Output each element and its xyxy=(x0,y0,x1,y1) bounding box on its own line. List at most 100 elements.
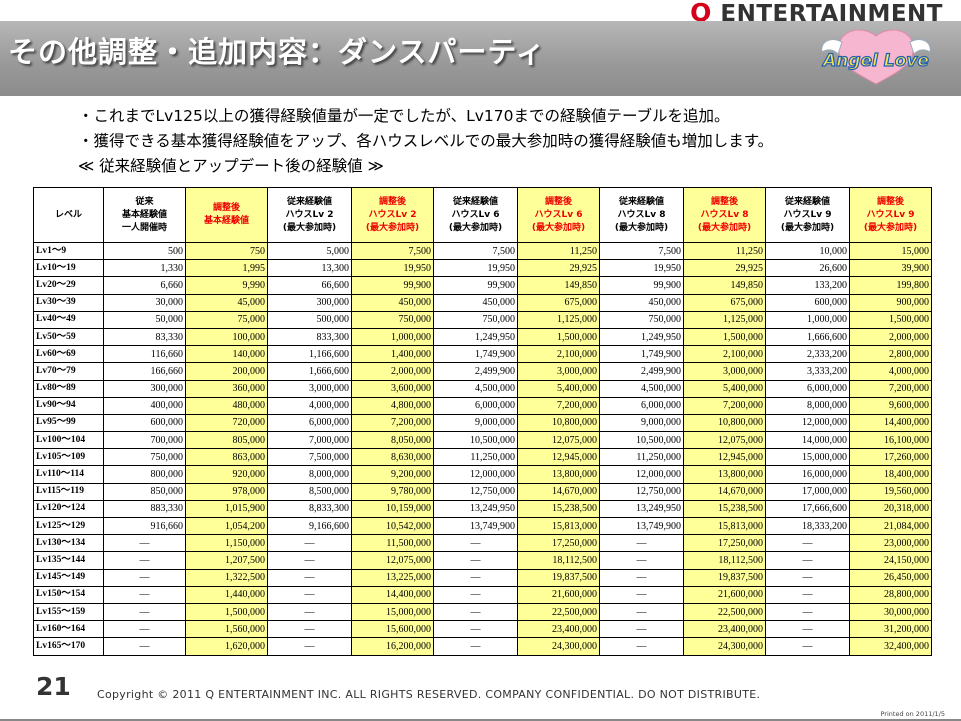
value-cell: 805,000 xyxy=(185,431,268,450)
value-cell: — xyxy=(599,620,684,639)
page-number: 21 xyxy=(36,672,71,701)
column-header: レベル xyxy=(33,187,104,243)
value-cell: — xyxy=(433,620,518,639)
value-cell: 9,000,000 xyxy=(433,413,518,433)
value-cell: 675,000 xyxy=(517,293,600,312)
value-cell: 750,000 xyxy=(433,310,518,329)
value-cell: 7,500,000 xyxy=(267,448,352,467)
value-cell: 1,500,000 xyxy=(849,310,932,329)
value-cell: 4,000,000 xyxy=(267,396,352,415)
value-cell: 6,660 xyxy=(103,276,186,295)
value-cell: 13,800,000 xyxy=(517,465,600,484)
value-cell: 10,800,000 xyxy=(683,413,766,433)
value-cell: 675,000 xyxy=(683,293,766,312)
column-header: 調整後 基本経験値 xyxy=(185,187,268,243)
value-cell: 32,400,000 xyxy=(849,637,932,656)
level-cell: Lv105～109 xyxy=(33,448,104,467)
logo-text: Angel Love xyxy=(821,51,929,71)
value-cell: 11,250 xyxy=(517,241,600,261)
table-row: Lv80～89 300,000 360,000 3,000,000 3,600,000 4… xyxy=(33,379,932,398)
value-cell: 149,850 xyxy=(517,276,600,295)
level-cell: Lv100～104 xyxy=(33,431,104,450)
value-cell: 863,000 xyxy=(185,448,268,467)
value-cell: 1,330 xyxy=(103,259,186,278)
value-cell: 12,075,000 xyxy=(683,431,766,450)
table-row: Lv160～164—1,560,000—15,600,000—23,400,00… xyxy=(33,620,932,639)
value-cell: 1,166,600 xyxy=(267,345,352,364)
printed-date: Printed on 2011/1/5 xyxy=(880,710,946,718)
value-cell: 9,600,000 xyxy=(849,396,932,415)
value-cell: — xyxy=(433,534,518,553)
value-cell: 12,000,000 xyxy=(599,465,684,484)
value-cell: 13,225,000 xyxy=(351,568,434,587)
value-cell: 39,900 xyxy=(849,259,932,278)
column-header: 調整後 ハウスLv 9 (最大参加時) xyxy=(849,187,932,243)
column-header: 従来経験値 ハウスLv 6 (最大参加時) xyxy=(433,187,518,243)
value-cell: 850,000 xyxy=(103,482,186,501)
value-cell: 14,670,000 xyxy=(517,482,600,501)
value-cell: 1,000,000 xyxy=(765,310,850,329)
value-cell: 3,000,000 xyxy=(683,362,766,381)
value-cell: 480,000 xyxy=(185,396,268,415)
value-cell: 1,440,000 xyxy=(185,585,268,604)
value-cell: 750,000 xyxy=(103,448,186,467)
value-cell: 1,054,200 xyxy=(185,516,268,536)
value-cell: 7,200,000 xyxy=(517,396,600,415)
page-title: その他調整・追加内容：ダンスパーティ xyxy=(8,35,546,69)
value-cell: 24,300,000 xyxy=(683,637,766,656)
value-cell: 750,000 xyxy=(351,310,434,329)
table-row: Lv135～144—1,207,500—12,075,000—18,112,50… xyxy=(33,551,932,570)
value-cell: 14,670,000 xyxy=(683,482,766,501)
intro-line: ・これまでLv125以上の獲得経験値量が一定でしたが、Lv170までの経験値テー… xyxy=(78,107,730,125)
level-cell: Lv160～164 xyxy=(33,620,104,639)
value-cell: 800,000 xyxy=(103,465,186,484)
value-cell: 17,250,000 xyxy=(683,534,766,553)
level-cell: Lv30～39 xyxy=(33,293,104,312)
table-row: Lv70～79 166,660 200,000 1,666,600 2,000,000 2… xyxy=(33,362,932,381)
value-cell: 99,900 xyxy=(599,276,684,295)
value-cell: 12,945,000 xyxy=(683,448,766,467)
value-cell: 18,112,500 xyxy=(517,551,600,570)
value-cell: 3,000,000 xyxy=(517,362,600,381)
value-cell: 2,333,200 xyxy=(765,345,850,364)
value-cell: 1,500,000 xyxy=(517,327,600,347)
value-cell: 5,400,000 xyxy=(683,379,766,398)
value-cell: — xyxy=(267,534,352,553)
value-cell: 13,749,900 xyxy=(433,516,518,536)
value-cell: 8,050,000 xyxy=(351,431,434,450)
value-cell: — xyxy=(765,534,850,553)
value-cell: — xyxy=(103,602,186,622)
value-cell: 13,249,950 xyxy=(599,499,684,519)
value-cell: 11,250,000 xyxy=(599,448,684,467)
value-cell: 24,150,000 xyxy=(849,551,932,570)
value-cell: 1,666,600 xyxy=(267,362,352,381)
value-cell: 18,333,200 xyxy=(765,516,850,536)
value-cell: 9,000,000 xyxy=(599,413,684,433)
brand-q: Q xyxy=(690,0,712,27)
table-row: Lv20～29 6,660 9,990 66,600 99,900 99,900 149,8… xyxy=(33,276,932,295)
copyright-notice: Copyright © 2011 Q ENTERTAINMENT INC. AL… xyxy=(97,688,761,701)
value-cell: 8,630,000 xyxy=(351,448,434,467)
value-cell: — xyxy=(433,568,518,587)
value-cell: 66,600 xyxy=(267,276,352,295)
level-cell: Lv145～149 xyxy=(33,568,104,587)
value-cell: 13,300 xyxy=(267,259,352,278)
value-cell: 5,400,000 xyxy=(517,379,600,398)
experience-table: レベル 従来 基本経験値 一人開催時 調整後 基本経験値 従来経験値 ハウスLv 2 (最大参加… xyxy=(33,187,932,656)
value-cell: 12,945,000 xyxy=(517,448,600,467)
level-cell: Lv1～9 xyxy=(33,241,104,261)
value-cell: 166,660 xyxy=(103,362,186,381)
value-cell: 10,159,000 xyxy=(351,499,434,519)
value-cell: 600,000 xyxy=(765,293,850,312)
value-cell: — xyxy=(103,637,186,656)
value-cell: 11,500,000 xyxy=(351,534,434,553)
value-cell: 883,330 xyxy=(103,499,186,519)
value-cell: 15,000,000 xyxy=(765,448,850,467)
value-cell: 10,000 xyxy=(765,241,850,261)
value-cell: 10,800,000 xyxy=(517,413,600,433)
level-cell: Lv115～119 xyxy=(33,482,104,501)
value-cell: 1,150,000 xyxy=(185,534,268,553)
value-cell: — xyxy=(765,602,850,622)
level-cell: Lv20～29 xyxy=(33,276,104,295)
value-cell: 149,850 xyxy=(683,276,766,295)
